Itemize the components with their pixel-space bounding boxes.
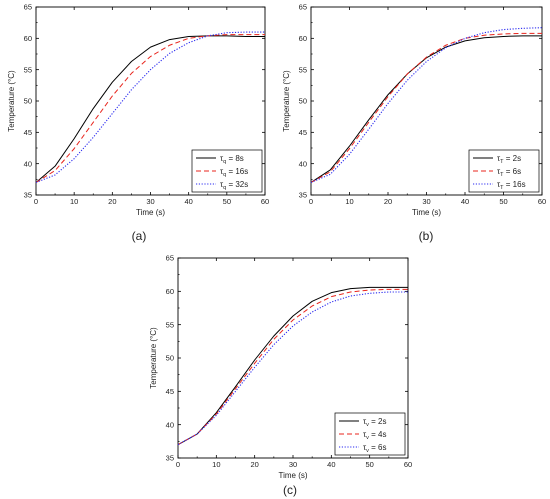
y-axis-label: Temperature (°C): [282, 70, 291, 132]
y-tick-label: 50: [24, 97, 32, 106]
x-tick-label: 60: [404, 460, 412, 469]
x-tick-label: 30: [289, 460, 297, 469]
x-tick-label: 0: [34, 197, 38, 206]
chart-panel-1: 0 10 20 30 40 50 60 35 40 45 50 55 60 65 Time (s) Tempe…: [7, 3, 269, 217]
legend-label-1: τT = 2s: [497, 154, 521, 165]
y-tick-label: 65: [299, 3, 307, 12]
y-tick-label: 50: [299, 97, 307, 106]
y-tick-label: 45: [24, 128, 32, 137]
legend-box: [468, 149, 540, 193]
y-tick-label: 55: [166, 320, 174, 329]
y-tick-label: 35: [166, 454, 174, 463]
y-tick-label: 40: [299, 159, 307, 168]
panel-label: (c): [283, 483, 297, 497]
y-tick-label: 60: [166, 287, 174, 296]
x-tick-label: 30: [146, 197, 154, 206]
x-tick-label: 40: [461, 197, 469, 206]
x-tick-label: 50: [365, 460, 373, 469]
x-tick-label: 60: [261, 197, 269, 206]
legend-label-1: τv = 2s: [363, 417, 387, 428]
x-axis-label: Time (s): [278, 471, 307, 480]
panel-label: (a): [132, 229, 147, 243]
x-tick-label: 40: [184, 197, 192, 206]
y-tick-label: 55: [299, 65, 307, 74]
x-tick-label: 10: [345, 197, 353, 206]
y-tick-label: 60: [299, 34, 307, 43]
legend-label-2: τv = 4s: [363, 430, 387, 441]
y-tick-label: 45: [166, 387, 174, 396]
y-tick-label: 50: [166, 354, 174, 363]
x-tick-label: 50: [223, 197, 231, 206]
chart-panel-3: 0 10 20 30 40 50 60 35 40 45 50 55 60 65 Time (s) Tempe…: [149, 254, 412, 480]
legend-label-3: τT = 16s: [497, 180, 526, 191]
y-tick-label: 45: [299, 128, 307, 137]
y-tick-label: 55: [24, 65, 32, 74]
legend-box: [334, 412, 406, 456]
chart-panel-2: 0 10 20 30 40 50 60 35 40 45 50 55 60 65 Time (s) Tempe…: [282, 3, 546, 217]
series-line-2: [177, 288, 408, 446]
x-tick-label: 10: [70, 197, 78, 206]
panel-label: (b): [419, 229, 434, 243]
series-line-2: [35, 34, 265, 183]
y-tick-label: 65: [166, 254, 174, 263]
legend-label-2: τT = 6s: [497, 167, 521, 178]
legend-box: [191, 149, 263, 193]
legend-label-2: τq = 16s: [220, 167, 248, 178]
legend-label-3: τv = 6s: [363, 443, 387, 454]
x-tick-label: 20: [250, 460, 258, 469]
series-line-3: [310, 27, 543, 183]
y-tick-label: 35: [299, 191, 307, 200]
legend-label-3: τq = 32s: [220, 180, 248, 191]
x-tick-label: 40: [327, 460, 335, 469]
y-tick-label: 35: [24, 191, 32, 200]
x-tick-label: 20: [384, 197, 392, 206]
y-tick-label: 40: [24, 159, 32, 168]
x-tick-label: 0: [176, 460, 180, 469]
x-tick-label: 20: [108, 197, 116, 206]
x-tick-label: 60: [538, 197, 546, 206]
y-tick-label: 40: [166, 420, 174, 429]
x-tick-label: 50: [499, 197, 507, 206]
series-line-1: [177, 286, 408, 446]
x-tick-label: 10: [212, 460, 220, 469]
x-tick-label: 30: [422, 197, 430, 206]
y-tick-label: 65: [24, 3, 32, 12]
series-line-3: [177, 291, 408, 446]
y-axis-label: Temperature (°C): [7, 70, 16, 132]
x-axis-label: Time (s): [412, 208, 441, 217]
y-axis-label: Temperature (°C): [149, 327, 158, 389]
x-axis-label: Time (s): [136, 208, 165, 217]
y-tick-label: 60: [24, 34, 32, 43]
legend-label-1: τq = 8s: [220, 154, 244, 165]
series-line-3: [35, 31, 265, 183]
series-line-2: [310, 32, 542, 183]
x-tick-label: 0: [309, 197, 313, 206]
series-line-1: [35, 35, 265, 183]
